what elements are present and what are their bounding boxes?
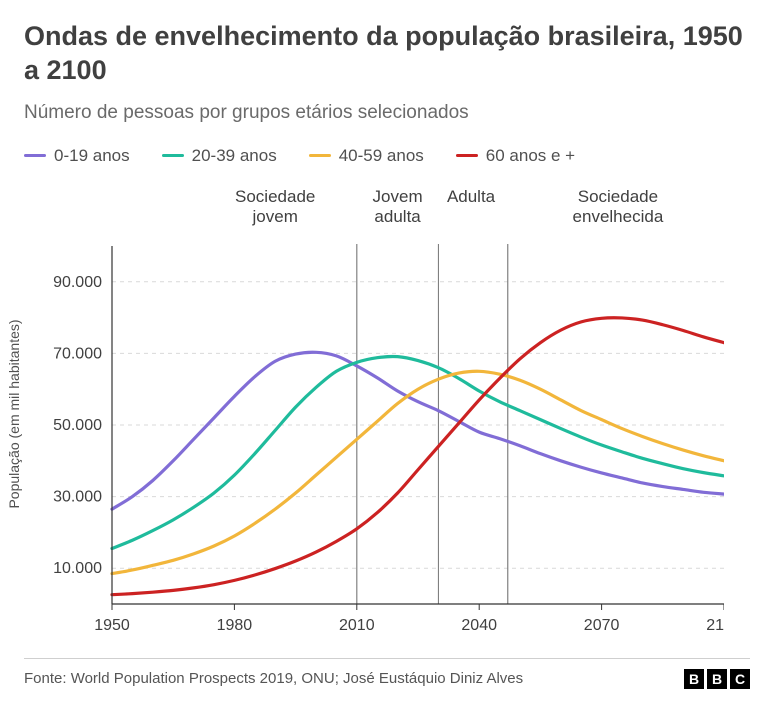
- legend-item: 60 anos e +: [456, 146, 575, 166]
- chart-title: Ondas de envelhecimento da população bra…: [24, 20, 750, 88]
- x-tick-label: 2040: [461, 617, 497, 634]
- chart-subtitle: Número de pessoas por grupos etários sel…: [24, 102, 750, 124]
- bbc-logo: BBC: [684, 669, 750, 689]
- annotation-label: adulta: [374, 207, 421, 226]
- y-axis-label: População (em mil habitantes): [6, 319, 22, 508]
- y-tick-label: 90.000: [53, 273, 102, 290]
- legend-label: 40-59 anos: [339, 146, 424, 166]
- annotation-label: Adulta: [447, 187, 496, 206]
- x-tick-label: 2100: [706, 617, 724, 634]
- y-tick-label: 30.000: [53, 488, 102, 505]
- y-tick-label: 70.000: [53, 345, 102, 362]
- annotation-label: jovem: [252, 207, 298, 226]
- series-line: [112, 352, 724, 509]
- line-chart-svg: 10.000 30.000 50.000 70.000 90.000 1950 1980 20…: [24, 184, 724, 644]
- annotation-label: envelhecida: [573, 207, 664, 226]
- y-tick-label: 50.000: [53, 417, 102, 434]
- bbc-logo-box: B: [707, 669, 727, 689]
- bbc-logo-box: C: [730, 669, 750, 689]
- legend-label: 20-39 anos: [192, 146, 277, 166]
- x-tick-label: 2070: [584, 617, 620, 634]
- legend: 0-19 anos 20-39 anos 40-59 anos 60 anos e +: [24, 146, 750, 166]
- legend-item: 20-39 anos: [162, 146, 277, 166]
- legend-swatch: [309, 154, 331, 157]
- annotation-label: Sociedade: [235, 187, 315, 206]
- legend-item: 0-19 anos: [24, 146, 130, 166]
- x-tick-label: 1980: [217, 617, 253, 634]
- legend-swatch: [24, 154, 46, 157]
- series-line: [112, 356, 724, 548]
- bbc-logo-box: B: [684, 669, 704, 689]
- legend-swatch: [162, 154, 184, 157]
- legend-item: 40-59 anos: [309, 146, 424, 166]
- footer: Fonte: World Population Prospects 2019, …: [24, 658, 750, 689]
- annotation-label: Sociedade: [578, 187, 658, 206]
- x-tick-label: 1950: [94, 617, 130, 634]
- x-tick-label: 2010: [339, 617, 375, 634]
- legend-swatch: [456, 154, 478, 157]
- annotation-label: Jovem: [373, 187, 423, 206]
- legend-label: 0-19 anos: [54, 146, 130, 166]
- chart-area: População (em mil habitantes) 10.00030.0…: [24, 184, 750, 644]
- y-tick-label: 10.000: [53, 560, 102, 577]
- legend-label: 60 anos e +: [486, 146, 575, 166]
- source-text: Fonte: World Population Prospects 2019, …: [24, 670, 523, 687]
